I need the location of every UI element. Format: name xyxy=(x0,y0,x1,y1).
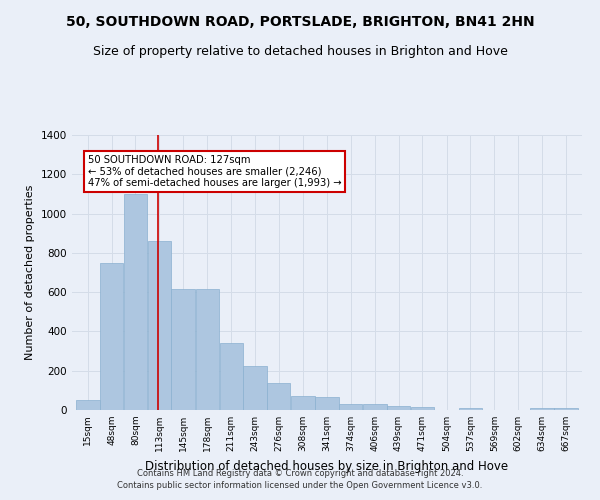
Bar xyxy=(172,289,195,410)
Bar xyxy=(554,408,578,410)
Bar xyxy=(268,384,290,410)
Bar xyxy=(291,396,314,410)
Bar xyxy=(124,194,148,410)
Bar xyxy=(196,289,219,410)
Y-axis label: Number of detached properties: Number of detached properties xyxy=(25,185,35,360)
Text: Size of property relative to detached houses in Brighton and Hove: Size of property relative to detached ho… xyxy=(92,45,508,58)
Text: 50, SOUTHDOWN ROAD, PORTSLADE, BRIGHTON, BN41 2HN: 50, SOUTHDOWN ROAD, PORTSLADE, BRIGHTON,… xyxy=(65,15,535,29)
Bar xyxy=(100,262,123,410)
Bar xyxy=(243,366,267,410)
Bar xyxy=(459,408,482,410)
Bar xyxy=(530,408,554,410)
Bar xyxy=(220,343,243,410)
Text: 50 SOUTHDOWN ROAD: 127sqm
← 53% of detached houses are smaller (2,246)
47% of se: 50 SOUTHDOWN ROAD: 127sqm ← 53% of detac… xyxy=(88,154,341,188)
Bar xyxy=(76,400,100,410)
X-axis label: Distribution of detached houses by size in Brighton and Hove: Distribution of detached houses by size … xyxy=(145,460,509,472)
Bar xyxy=(148,241,171,410)
Bar xyxy=(363,404,386,410)
Bar xyxy=(340,404,362,410)
Bar xyxy=(315,397,339,410)
Text: Contains HM Land Registry data © Crown copyright and database right 2024.
Contai: Contains HM Land Registry data © Crown c… xyxy=(118,468,482,490)
Bar xyxy=(387,406,410,410)
Bar xyxy=(410,407,434,410)
